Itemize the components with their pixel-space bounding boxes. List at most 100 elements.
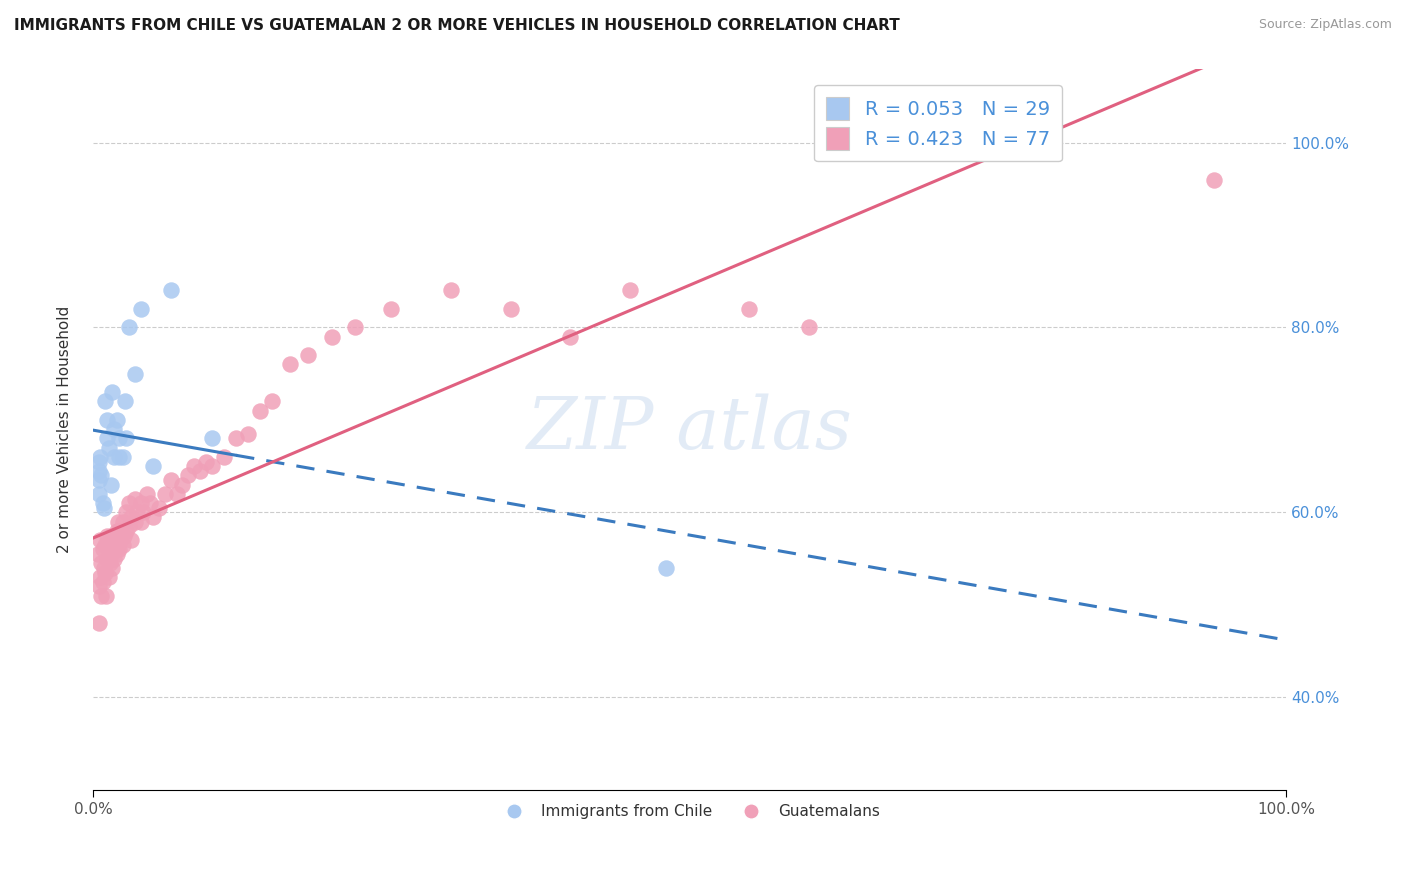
Point <box>94 589 117 603</box>
Point <box>797 320 820 334</box>
Point <box>260 394 283 409</box>
Point <box>195 454 218 468</box>
Point <box>91 574 114 589</box>
Point <box>115 505 138 519</box>
Point <box>87 547 110 561</box>
Point <box>177 468 200 483</box>
Point <box>344 320 367 334</box>
Point <box>183 459 205 474</box>
Point <box>321 329 343 343</box>
Point <box>278 358 301 372</box>
Point <box>96 528 118 542</box>
Point <box>96 413 118 427</box>
Point <box>90 468 112 483</box>
Point <box>94 566 117 580</box>
Point <box>98 557 121 571</box>
Point <box>87 487 110 501</box>
Point <box>153 487 176 501</box>
Point <box>87 616 110 631</box>
Point <box>129 301 152 316</box>
Point <box>107 538 129 552</box>
Point <box>107 515 129 529</box>
Text: Source: ZipAtlas.com: Source: ZipAtlas.com <box>1258 18 1392 31</box>
Point <box>139 496 162 510</box>
Point <box>654 561 676 575</box>
Point <box>738 301 761 316</box>
Point <box>89 570 111 584</box>
Point <box>225 432 247 446</box>
Legend: Immigrants from Chile, Guatemalans: Immigrants from Chile, Guatemalans <box>492 798 886 826</box>
Text: IMMIGRANTS FROM CHILE VS GUATEMALAN 2 OR MORE VEHICLES IN HOUSEHOLD CORRELATION : IMMIGRANTS FROM CHILE VS GUATEMALAN 2 OR… <box>14 18 900 33</box>
Point <box>127 505 149 519</box>
Point <box>499 301 522 316</box>
Point <box>124 491 146 506</box>
Point <box>619 284 641 298</box>
Point <box>142 510 165 524</box>
Point <box>166 487 188 501</box>
Point <box>129 515 152 529</box>
Point <box>148 500 170 515</box>
Point <box>93 500 115 515</box>
Point <box>108 450 131 464</box>
Point <box>93 561 115 575</box>
Point <box>440 284 463 298</box>
Point <box>87 464 110 478</box>
Point <box>87 473 110 487</box>
Point <box>103 528 125 542</box>
Point <box>201 432 224 446</box>
Point <box>124 515 146 529</box>
Point <box>94 394 117 409</box>
Point <box>103 450 125 464</box>
Point <box>1204 172 1226 186</box>
Point <box>142 459 165 474</box>
Point <box>101 538 124 552</box>
Point <box>103 551 125 566</box>
Point <box>100 477 122 491</box>
Point <box>118 496 141 510</box>
Point <box>101 385 124 400</box>
Point <box>105 524 128 538</box>
Point <box>132 505 155 519</box>
Point <box>87 579 110 593</box>
Point <box>91 542 114 557</box>
Point <box>297 348 319 362</box>
Point <box>560 329 582 343</box>
Point <box>111 538 134 552</box>
Point <box>110 533 132 548</box>
Point <box>103 422 125 436</box>
Point <box>97 542 120 557</box>
Point <box>236 426 259 441</box>
Point <box>172 477 194 491</box>
Point <box>249 403 271 417</box>
Point <box>87 454 110 468</box>
Point <box>118 320 141 334</box>
Point <box>104 542 127 557</box>
Point <box>115 524 138 538</box>
Point <box>89 533 111 548</box>
Point <box>111 450 134 464</box>
Point <box>159 473 181 487</box>
Point <box>135 487 157 501</box>
Point <box>118 519 141 533</box>
Point <box>114 394 136 409</box>
Point <box>115 432 138 446</box>
Point <box>120 510 142 524</box>
Point <box>97 441 120 455</box>
Point <box>212 450 235 464</box>
Text: ZIP atlas: ZIP atlas <box>527 394 852 465</box>
Point <box>89 450 111 464</box>
Point <box>124 367 146 381</box>
Point <box>97 570 120 584</box>
Point <box>108 432 131 446</box>
Point <box>96 432 118 446</box>
Point <box>120 533 142 548</box>
Point <box>90 589 112 603</box>
Point <box>101 561 124 575</box>
Point <box>129 496 152 510</box>
Point <box>94 538 117 552</box>
Point <box>100 528 122 542</box>
Point <box>108 524 131 538</box>
Point <box>190 464 212 478</box>
Point <box>105 547 128 561</box>
Point <box>111 515 134 529</box>
